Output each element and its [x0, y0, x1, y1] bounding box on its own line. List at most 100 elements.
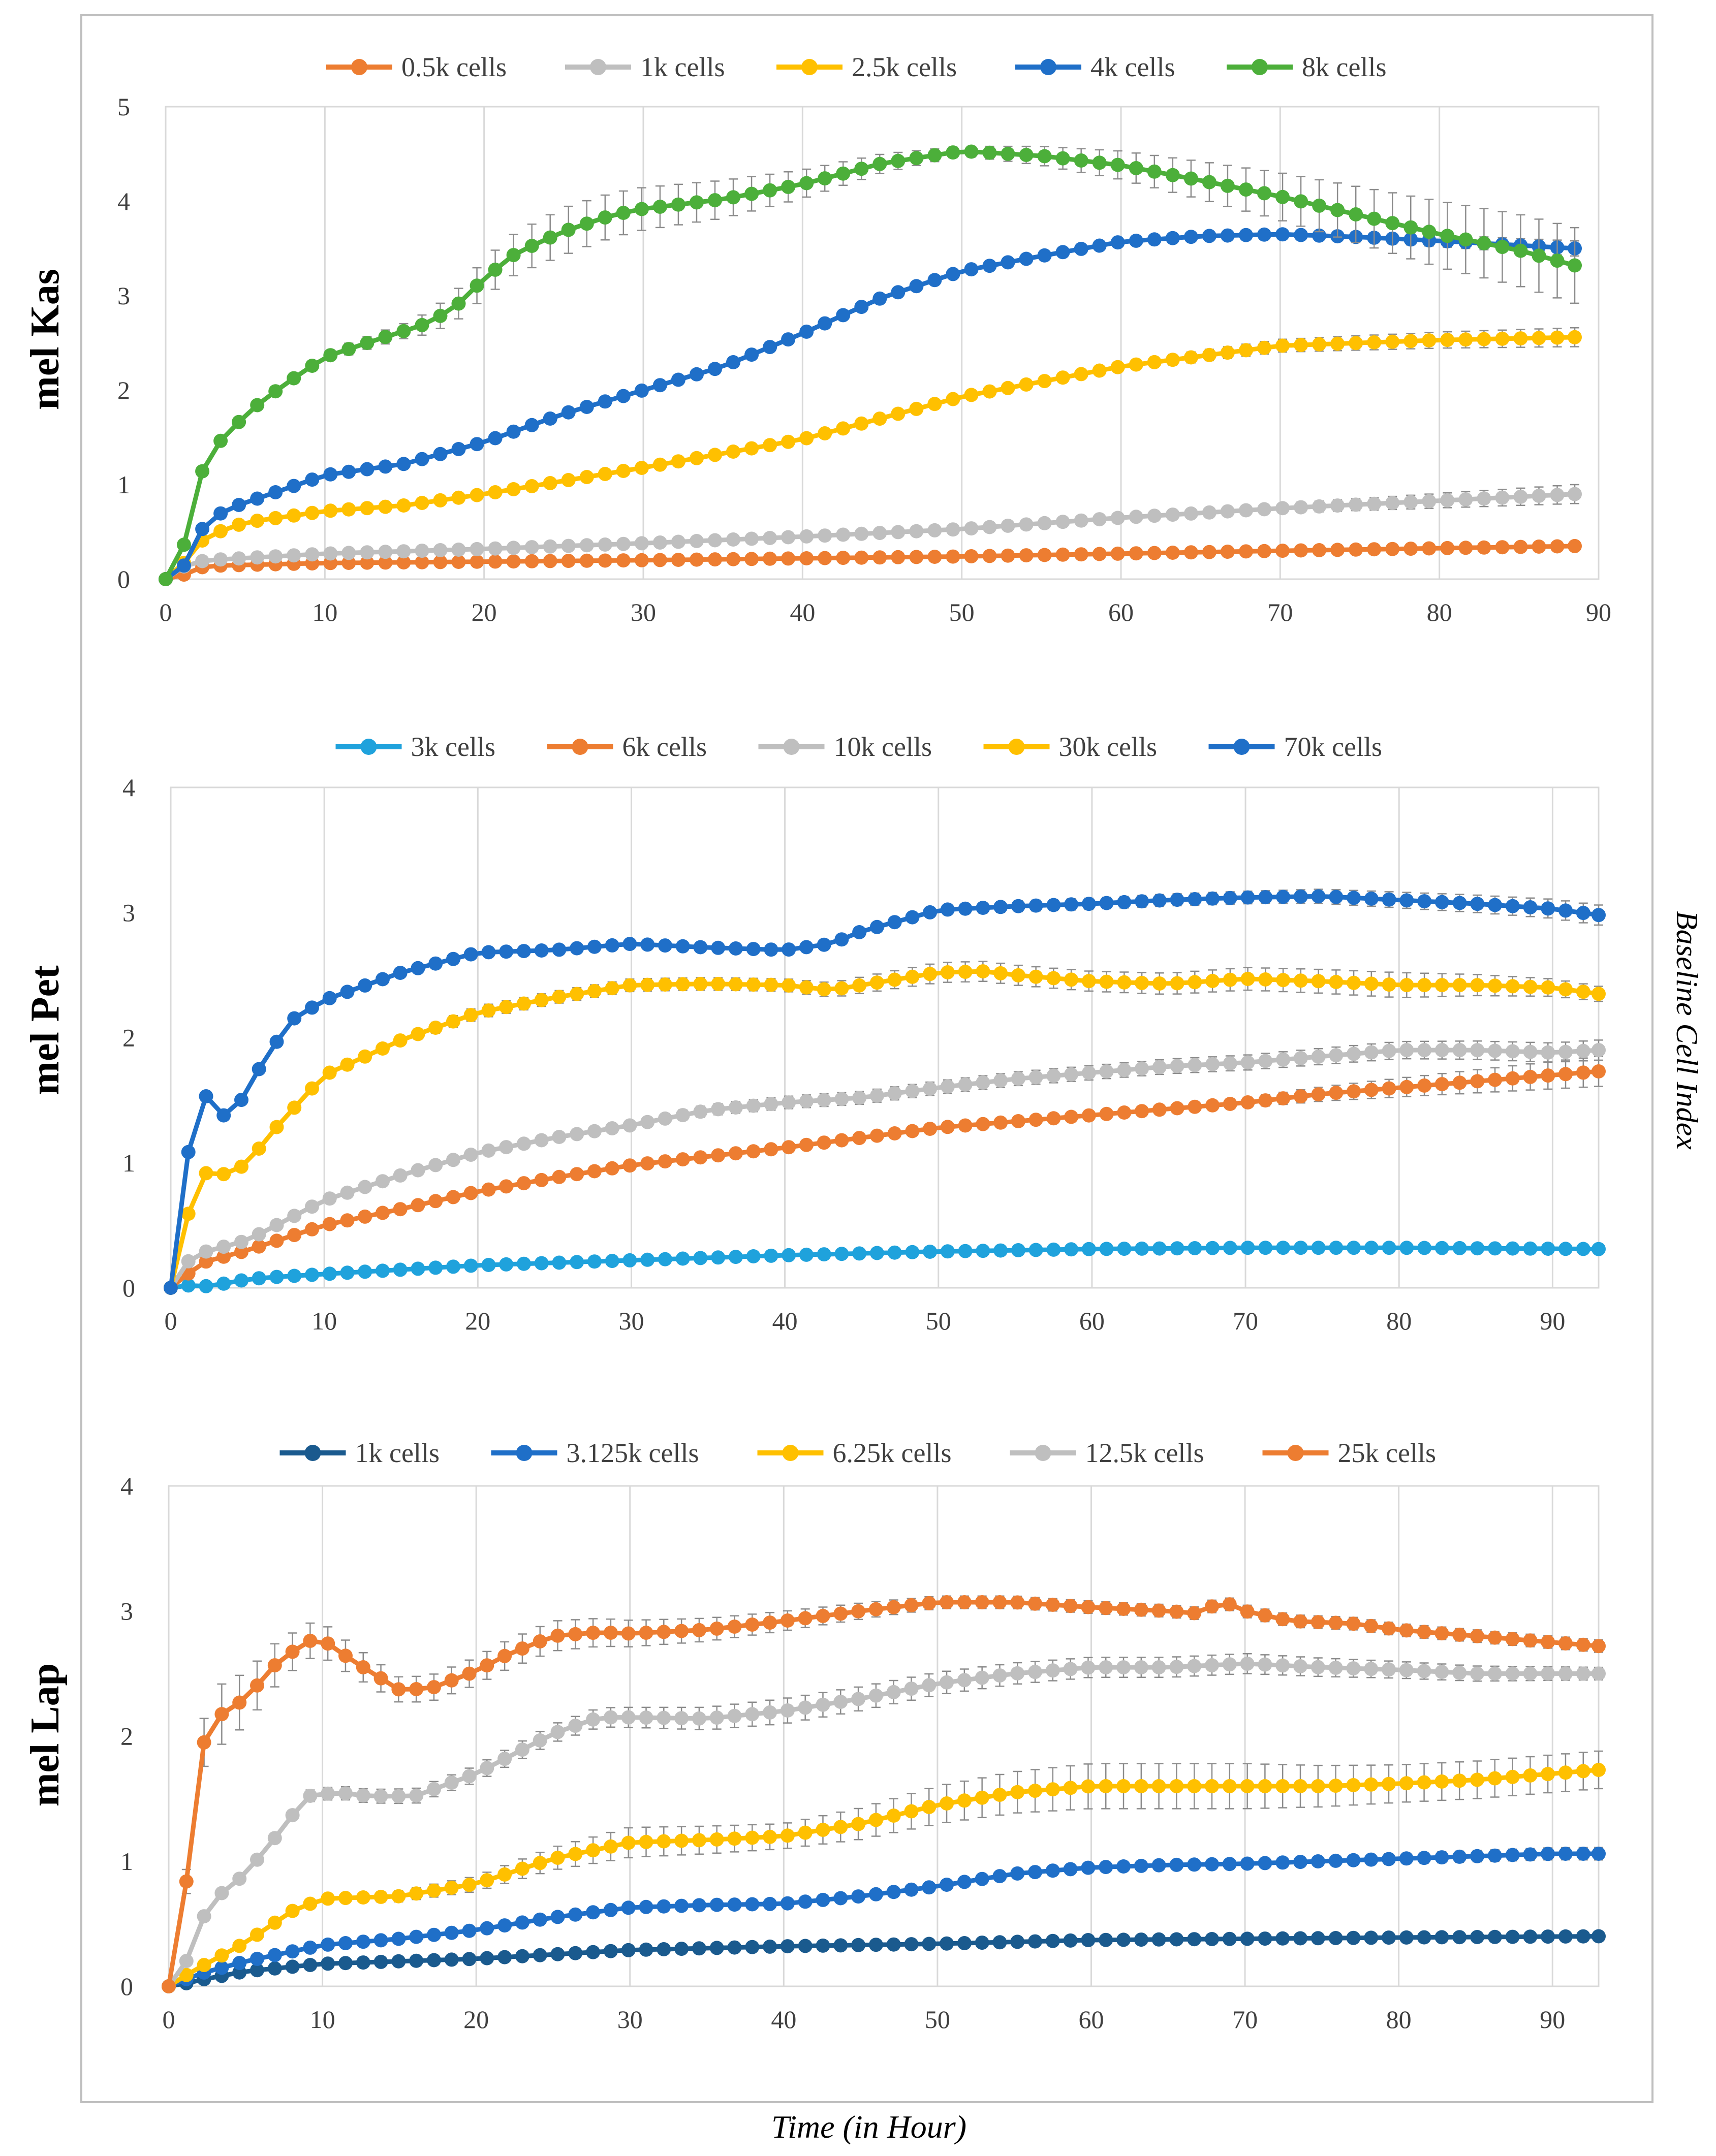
- data-point: [605, 1161, 619, 1176]
- data-point: [958, 1077, 973, 1092]
- data-point: [1152, 976, 1167, 991]
- data-point: [568, 1719, 583, 1733]
- data-point: [868, 1688, 883, 1703]
- data-point: [763, 551, 777, 566]
- data-point: [197, 1735, 211, 1750]
- data-point: [1081, 897, 1096, 911]
- data-point: [640, 977, 655, 992]
- data-point: [652, 553, 667, 567]
- data-point: [992, 1668, 1007, 1683]
- data-point: [481, 1143, 496, 1158]
- data-point: [1558, 1666, 1573, 1681]
- data-point: [958, 1244, 973, 1258]
- data-point: [1165, 231, 1180, 245]
- data-point: [1240, 890, 1255, 905]
- data-point: [358, 1209, 372, 1224]
- data-point: [1257, 186, 1271, 201]
- data-point: [1550, 539, 1565, 554]
- data-point: [851, 1692, 866, 1706]
- data-point: [946, 549, 960, 564]
- data-point: [1541, 1068, 1555, 1083]
- data-point: [1169, 1660, 1184, 1674]
- data-point: [179, 1954, 194, 1969]
- data-point: [781, 179, 796, 194]
- data-point: [1592, 1064, 1606, 1079]
- data-point: [1092, 512, 1107, 527]
- data-point: [976, 964, 990, 979]
- x-tick-label: 50: [925, 2005, 950, 2034]
- data-point: [726, 532, 740, 547]
- data-point: [579, 538, 594, 553]
- data-point: [1092, 238, 1107, 253]
- series-line: [168, 1851, 1599, 1989]
- data-point: [836, 551, 851, 565]
- data-point: [708, 448, 722, 462]
- data-point: [1275, 1931, 1290, 1946]
- data-point: [1092, 363, 1107, 378]
- data-point: [232, 551, 246, 566]
- data-point: [1081, 1065, 1096, 1080]
- data-point: [1470, 1666, 1484, 1681]
- data-point: [1011, 1071, 1025, 1086]
- data-point: [904, 1682, 919, 1696]
- data-point: [1257, 340, 1271, 355]
- data-point: [834, 981, 849, 996]
- data-point: [927, 550, 942, 564]
- data-point: [1505, 979, 1520, 994]
- data-point: [506, 248, 521, 263]
- data-point: [1505, 1044, 1520, 1059]
- data-point: [1223, 1241, 1237, 1255]
- data-point: [415, 318, 429, 332]
- data-point: [373, 1789, 388, 1803]
- data-point: [1403, 495, 1418, 510]
- data-point: [675, 1108, 690, 1123]
- data-point: [674, 1898, 689, 1913]
- legend-swatch-marker: [572, 739, 588, 755]
- data-point: [1055, 370, 1070, 385]
- data-point: [763, 1939, 777, 1954]
- data-point: [1293, 973, 1308, 988]
- data-point: [869, 920, 884, 934]
- data-point: [711, 1102, 726, 1117]
- data-point: [1129, 357, 1143, 372]
- legend-swatch-marker: [782, 1445, 799, 1461]
- data-point: [1403, 334, 1418, 348]
- data-point: [927, 148, 942, 163]
- data-point: [1099, 1860, 1113, 1875]
- data-point: [764, 1097, 778, 1112]
- data-point: [868, 1887, 883, 1901]
- data-point: [1019, 377, 1034, 392]
- data-point: [745, 1897, 760, 1912]
- data-point: [199, 1089, 213, 1103]
- data-point: [1081, 1600, 1096, 1614]
- data-point: [499, 1257, 514, 1272]
- data-point: [428, 1158, 443, 1172]
- data-point: [376, 1174, 390, 1189]
- data-point: [851, 1938, 866, 1952]
- data-point: [674, 1711, 689, 1726]
- y-tick-label: 0: [117, 565, 130, 593]
- legend-pet: 3k cells 6k cells 10k cells 30k cells 70k ce…: [335, 732, 1382, 762]
- data-point: [587, 1164, 602, 1179]
- data-point: [728, 1146, 743, 1161]
- legend-label: 30k cells: [1059, 732, 1157, 762]
- data-point: [561, 473, 576, 487]
- data-point: [1385, 216, 1400, 231]
- data-point: [568, 1627, 583, 1641]
- data-point: [481, 1182, 496, 1197]
- data-point: [727, 1708, 742, 1723]
- data-point: [1311, 1931, 1325, 1946]
- data-point: [1081, 974, 1096, 989]
- series: [159, 144, 1582, 586]
- data-point: [1558, 1636, 1573, 1651]
- data-point: [427, 1883, 441, 1898]
- data-point: [378, 459, 393, 474]
- data-point: [1452, 978, 1467, 993]
- data-point: [1223, 972, 1237, 987]
- data-point: [159, 572, 173, 586]
- data-point: [746, 942, 761, 957]
- data-point: [616, 389, 631, 403]
- data-point: [1202, 545, 1216, 559]
- data-point: [1276, 973, 1291, 988]
- series: [162, 1929, 1606, 1993]
